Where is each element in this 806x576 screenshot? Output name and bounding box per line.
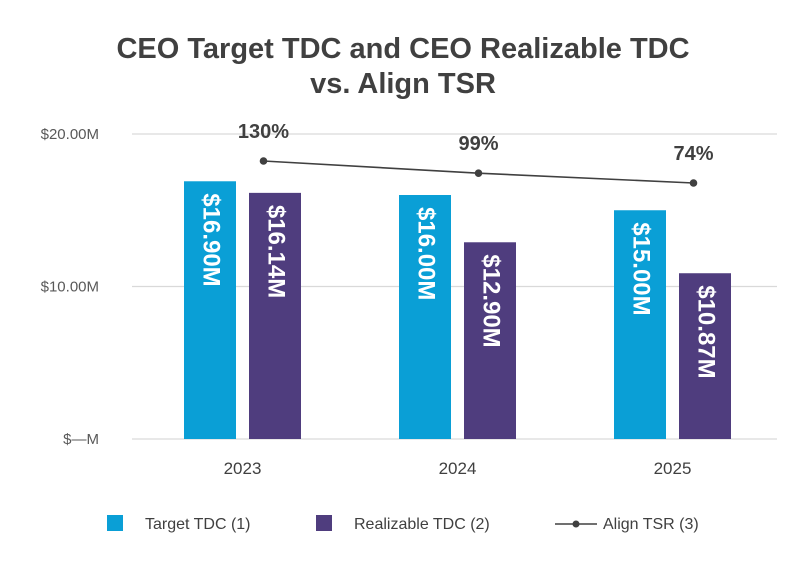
bar-value-label: $16.00M xyxy=(413,207,440,300)
x-tick-label: 2023 xyxy=(224,459,262,478)
tsr-point xyxy=(689,179,698,187)
legend-swatch-realizable-tdc xyxy=(316,515,332,531)
bar-realizable-tdc-2024 xyxy=(464,242,516,439)
x-tick-label: 2025 xyxy=(654,459,692,478)
legend-label-realizable-tdc: Realizable TDC (2) xyxy=(354,516,490,533)
x-axis: 2023 2024 2025 xyxy=(224,459,692,478)
bar-target-tdc-2025 xyxy=(614,210,666,439)
bar-value-label: $15.00M xyxy=(628,222,655,315)
chart-title-line-2: vs. Align TSR xyxy=(310,68,496,100)
legend-marker-align-tsr xyxy=(572,520,580,528)
tsr-value-label: 99% xyxy=(458,133,498,155)
y-tick-label: $—M xyxy=(63,431,99,448)
tsr-point xyxy=(474,169,483,177)
chart-title-line-1: CEO Target TDC and CEO Realizable TDC xyxy=(116,33,689,65)
bars: $16.90M $16.14M $16.00M $12.90M $15.00M $10.8… xyxy=(184,181,731,439)
bar-target-tdc-2024 xyxy=(399,195,451,439)
legend: Target TDC (1) Realizable TDC (2) Align … xyxy=(107,515,699,533)
bar-realizable-tdc-2025 xyxy=(679,273,731,439)
y-tick-label: $20.00M xyxy=(41,126,99,143)
tsr-line: 130% 99% 74% xyxy=(238,121,714,187)
tsr-value-label: 74% xyxy=(673,143,713,165)
y-tick-label: $10.00M xyxy=(41,279,99,296)
tsr-value-label: 130% xyxy=(238,121,289,143)
gridlines xyxy=(132,133,777,440)
y-axis: $—M $10.00M $20.00M xyxy=(41,126,99,448)
tsr-point xyxy=(259,157,268,165)
bar-value-label: $10.87M xyxy=(693,285,720,378)
bar-realizable-tdc-2023 xyxy=(249,192,301,439)
legend-swatch-target-tdc xyxy=(107,515,123,531)
bar-value-label: $16.14M xyxy=(263,205,290,298)
bar-target-tdc-2023 xyxy=(184,181,236,439)
x-tick-label: 2024 xyxy=(439,459,477,478)
legend-label-target-tdc: Target TDC (1) xyxy=(145,516,251,533)
legend-label-align-tsr: Align TSR (3) xyxy=(603,516,699,533)
bar-value-label: $16.90M xyxy=(198,193,225,286)
bar-value-label: $12.90M xyxy=(478,254,505,347)
